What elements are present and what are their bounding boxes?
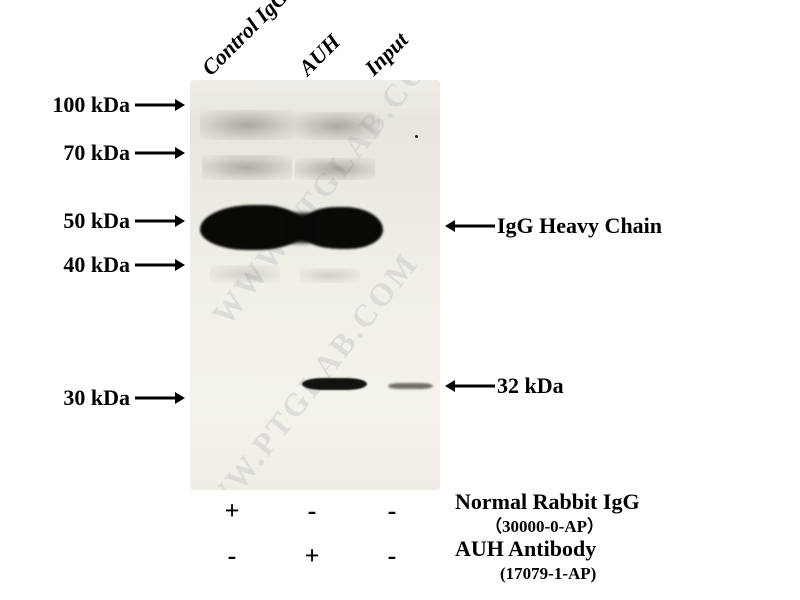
mw-label-70: 70 kDa — [20, 140, 130, 166]
smudge — [200, 110, 295, 140]
arrow-right-icon — [135, 145, 185, 161]
table-cell: + — [217, 496, 247, 526]
band-32kda-lane2 — [302, 378, 367, 390]
antibody-row-label: Normal Rabbit IgG （30000-0-AP） — [455, 490, 640, 536]
arrow-right-icon — [135, 97, 185, 113]
speck — [415, 135, 418, 138]
table-cell: - — [377, 541, 407, 571]
smudge — [202, 155, 292, 180]
annotation-32kda: 32 kDa — [497, 373, 564, 399]
mw-label-30: 30 kDa — [20, 385, 130, 411]
mw-label-50: 50 kDa — [20, 208, 130, 234]
column-label-auh: AUH — [294, 29, 346, 81]
antibody-name: AUH Antibody — [455, 536, 596, 561]
column-label-input: Input — [360, 27, 414, 81]
annotation-heavy-chain: IgG Heavy Chain — [497, 213, 662, 239]
smudge — [210, 265, 280, 283]
smudge — [295, 158, 375, 180]
mw-label-100: 100 kDa — [20, 92, 130, 118]
antibody-catalog: （30000-0-AP） — [455, 517, 604, 536]
arrow-right-icon — [135, 390, 185, 406]
antibody-name: Normal Rabbit IgG — [455, 489, 640, 514]
smudge — [295, 112, 380, 140]
table-cell: + — [297, 541, 327, 571]
table-cell: - — [377, 496, 407, 526]
band-heavy-chain-lane2 — [298, 207, 383, 249]
mw-label-40: 40 kDa — [20, 252, 130, 278]
table-cell: - — [217, 541, 247, 571]
blot-membrane: WWW.PTGLAB.COM WWW.PTGLAB.COM — [190, 80, 440, 490]
band-32kda-lane3 — [388, 383, 433, 389]
column-label-control: Control IgG — [197, 0, 294, 81]
arrow-right-icon — [135, 257, 185, 273]
figure-container: Control IgG AUH Input WWW.PTGLAB.COM WWW… — [0, 0, 800, 600]
arrow-left-icon — [445, 378, 495, 394]
smudge — [300, 268, 360, 283]
arrow-left-icon — [445, 218, 495, 234]
arrow-right-icon — [135, 213, 185, 229]
antibody-row-label: AUH Antibody (17079-1-AP) — [455, 537, 596, 583]
table-cell: - — [297, 496, 327, 526]
band-heavy-chain-bridge — [290, 213, 310, 243]
antibody-catalog: (17079-1-AP) — [455, 564, 596, 583]
